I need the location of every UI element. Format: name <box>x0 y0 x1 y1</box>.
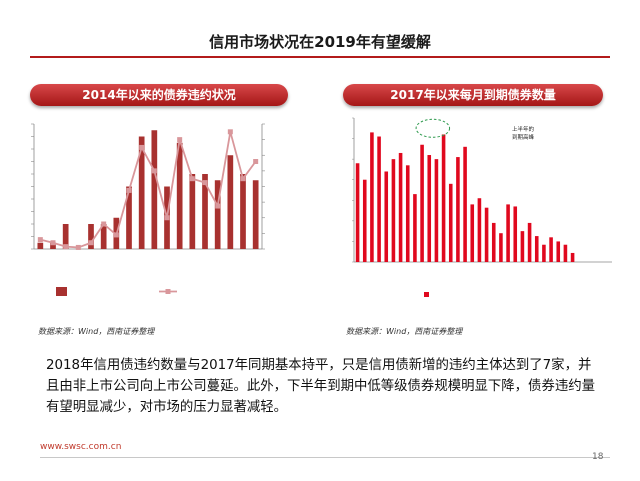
slide-title: 信用市场状况在2019年有望缓解 <box>209 33 431 51</box>
default-amount-marker <box>227 129 233 135</box>
default-count-bar <box>151 130 158 249</box>
maturity-bar <box>377 136 381 262</box>
title-divider <box>30 56 610 58</box>
default-count-bar <box>37 242 44 249</box>
maturity-bar <box>527 222 532 262</box>
default-count-bar <box>138 136 145 249</box>
maturity-bond-chart: 上半年的到期高峰 <box>352 117 612 297</box>
default-amount-marker <box>202 180 208 186</box>
default-count-bar <box>88 224 94 249</box>
default-amount-marker <box>50 240 56 246</box>
default-amount-marker <box>240 176 246 182</box>
page-number: 18 <box>592 452 604 462</box>
maturity-bar <box>520 231 525 262</box>
maturity-bar <box>556 241 561 262</box>
maturity-bar <box>427 155 432 262</box>
maturity-bar <box>384 171 389 262</box>
default-amount-line <box>40 131 257 249</box>
default-amount-marker <box>139 144 145 150</box>
maturity-bar <box>413 194 417 262</box>
default-amount-marker <box>88 240 94 246</box>
maturity-bar <box>491 222 496 262</box>
right-chart-banner: 2017年以来每月到期债券数量 <box>343 84 603 106</box>
maturity-bar <box>434 159 439 262</box>
default-count-bar <box>227 155 234 249</box>
maturity-bar <box>542 244 546 262</box>
maturity-bar <box>391 159 396 262</box>
peak-annotation: 上半年的到期高峰 <box>512 125 535 141</box>
maturity-bar <box>563 244 568 262</box>
maturity-bar <box>420 144 424 262</box>
maturity-bar <box>570 252 575 262</box>
maturity-bar <box>355 163 360 262</box>
maturity-bar <box>506 204 510 262</box>
maturity-bar <box>470 204 475 262</box>
default-count-bar <box>100 224 107 249</box>
left-data-source: 数据来源：Wind，西南证券整理 <box>38 327 155 336</box>
peak-highlight-ellipse <box>415 118 451 138</box>
maturity-bar <box>463 146 467 262</box>
default-amount-marker <box>177 137 183 143</box>
maturity-bar <box>549 237 553 262</box>
default-amount-marker <box>164 215 170 221</box>
default-amount-marker <box>37 237 43 243</box>
footer-divider <box>40 457 610 458</box>
default-count-bar <box>176 142 183 249</box>
legend-swatch-amount-marker <box>165 289 171 294</box>
default-count-bar <box>240 174 246 249</box>
default-count-bar <box>202 174 208 249</box>
website-link[interactable]: www.swsc.com.cn <box>40 442 122 452</box>
default-amount-marker <box>75 244 81 250</box>
maturity-bar <box>477 198 482 262</box>
default-bond-chart <box>31 123 265 296</box>
default-amount-marker <box>151 168 157 174</box>
default-count-bar <box>252 180 259 249</box>
maturity-bar <box>499 233 503 262</box>
maturity-bar <box>456 157 460 262</box>
right-data-source: 数据来源：Wind，西南证券整理 <box>346 327 463 336</box>
left-chart-banner: 2014年以来的债券违约状况 <box>30 84 288 106</box>
maturity-bar <box>398 152 403 262</box>
default-amount-marker <box>101 221 107 227</box>
default-count-bar <box>214 180 221 249</box>
legend-swatch-count <box>56 287 67 296</box>
legend-swatch <box>424 292 429 297</box>
maturity-bar <box>370 132 374 262</box>
default-count-bar <box>126 186 132 249</box>
summary-paragraph: 2018年信用债违约数量与2017年同期基本持平，只是信用债新增的违约主体达到了… <box>46 358 596 415</box>
maturity-bar <box>534 236 539 262</box>
default-amount-marker <box>113 232 119 238</box>
default-count-bar <box>189 174 196 249</box>
maturity-bar <box>362 179 367 262</box>
default-amount-marker <box>63 244 69 250</box>
default-amount-marker <box>215 203 221 209</box>
maturity-bar <box>513 206 518 262</box>
default-amount-marker <box>189 176 195 182</box>
default-count-bar <box>50 242 56 249</box>
maturity-bar <box>484 207 489 262</box>
maturity-bar <box>448 183 453 262</box>
maturity-bar <box>441 134 446 262</box>
default-amount-marker <box>253 159 259 164</box>
maturity-bar <box>405 165 410 262</box>
default-amount-marker <box>126 187 132 193</box>
default-count-bar <box>62 224 69 249</box>
